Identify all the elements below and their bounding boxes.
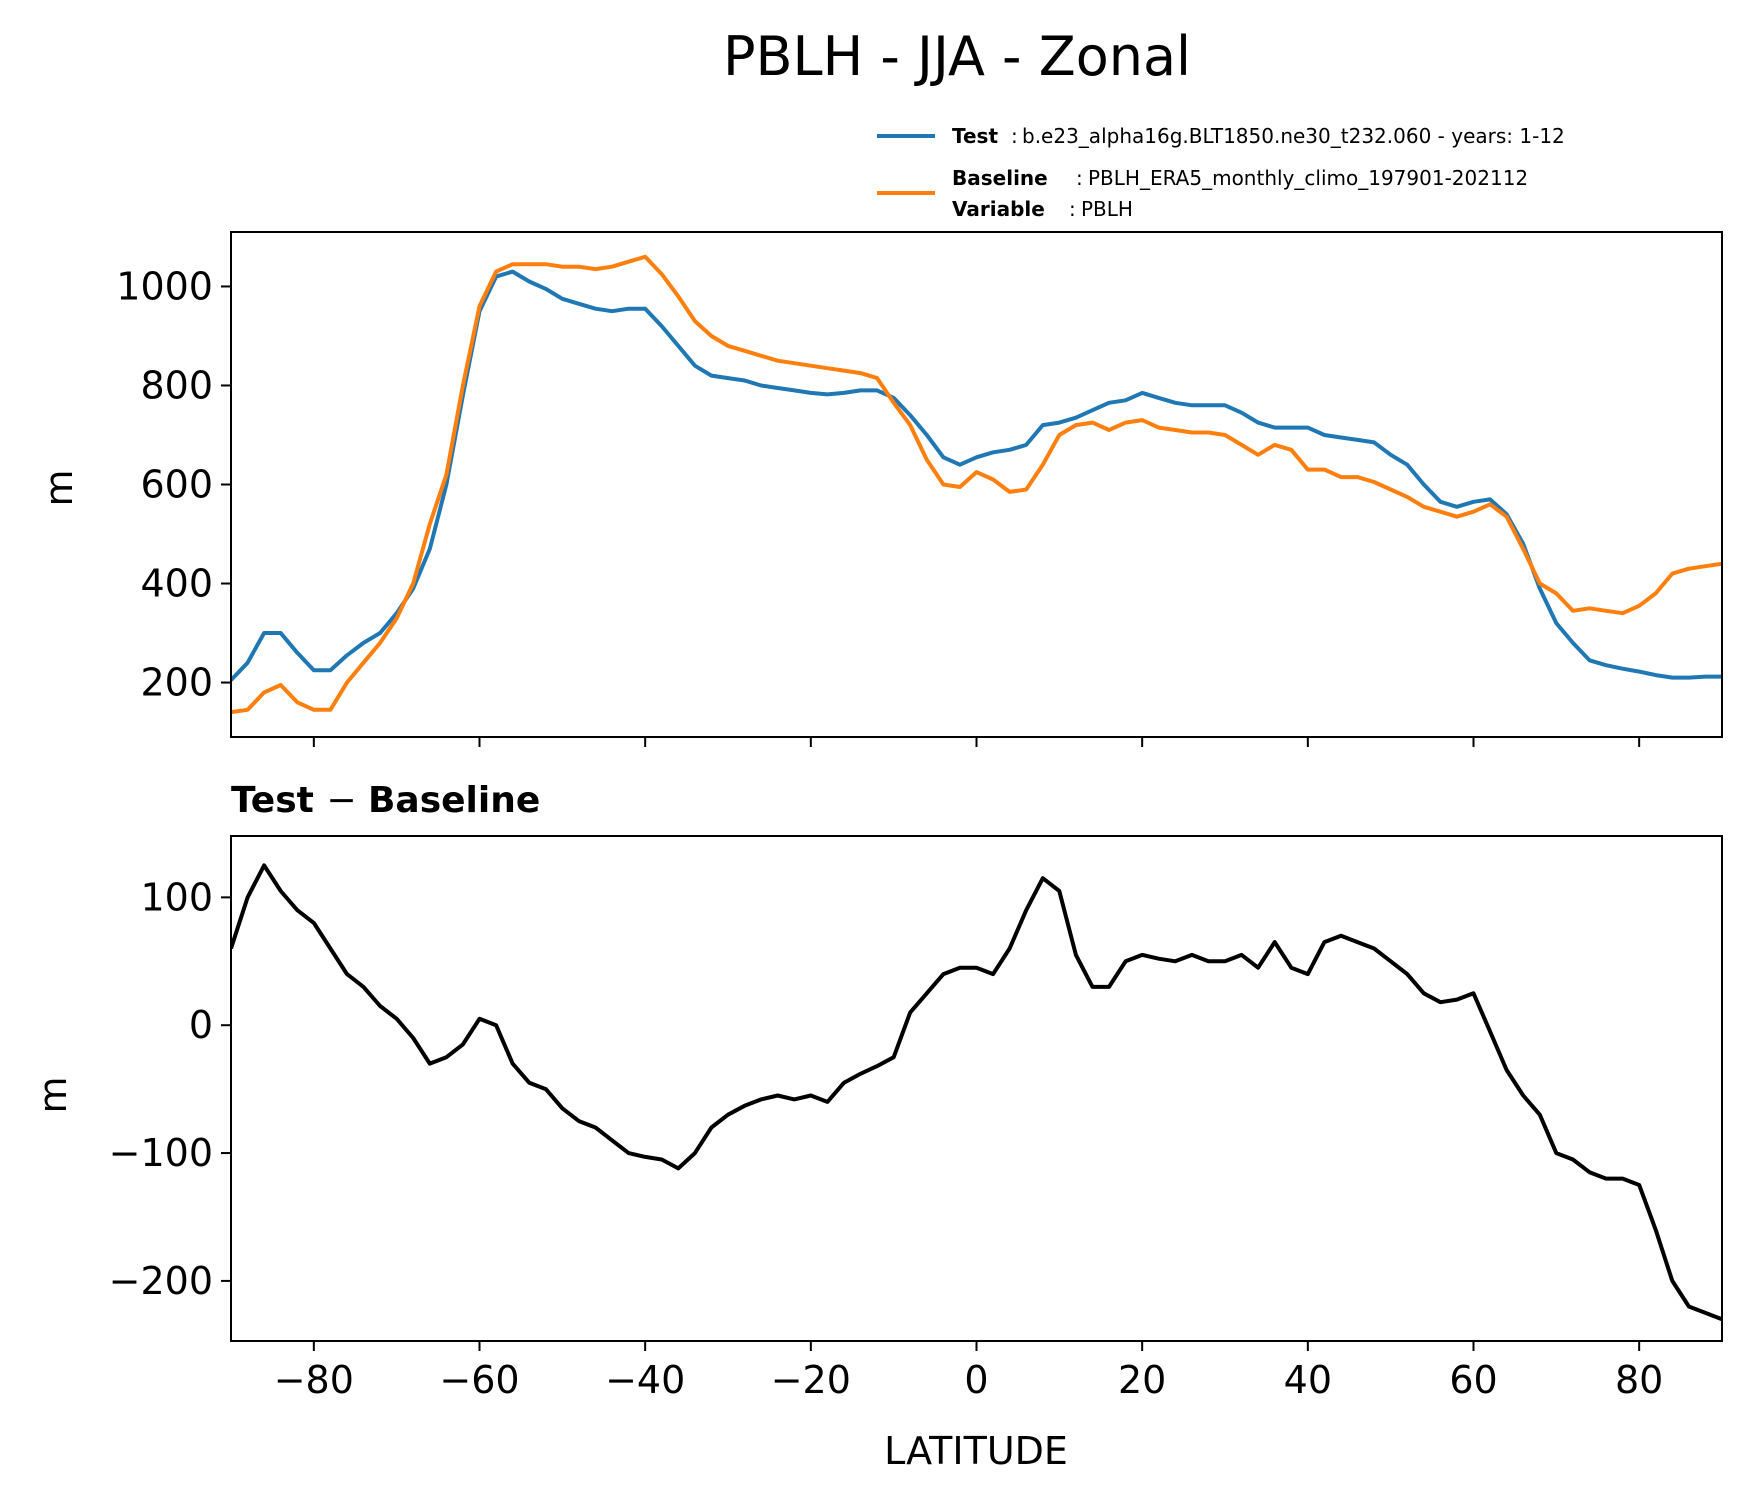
bottom-xtick-label: −40 xyxy=(605,1358,685,1402)
subtitle-baseline: Baseline xyxy=(368,780,540,821)
top-series-group xyxy=(231,254,1722,715)
legend-test-sep: : xyxy=(1011,124,1018,148)
bottom-xtick-label: 80 xyxy=(1615,1358,1663,1402)
bottom-plot-frame xyxy=(230,835,1723,1342)
top-ytick-label: 400 xyxy=(140,562,213,606)
legend-baseline-label: Baseline xyxy=(952,166,1048,190)
bottom-subtitle: Test − Baseline xyxy=(231,780,540,821)
top-ylabel: m xyxy=(37,469,81,506)
bottom-series-line-0 xyxy=(231,863,1722,1322)
legend-baseline-sep: : xyxy=(1076,166,1083,190)
legend-variable-sep: : xyxy=(1069,197,1076,221)
bottom-ytick-label: −100 xyxy=(109,1131,213,1175)
chart-title: PBLH - JJA - Zonal xyxy=(723,25,1191,88)
legend-test-label: Test xyxy=(952,124,998,148)
bottom-ytick-label: −200 xyxy=(109,1259,213,1303)
top-ytick-label: 800 xyxy=(140,363,213,407)
subtitle-test: Test xyxy=(231,780,314,821)
bottom-xtick-label: −20 xyxy=(771,1358,851,1402)
top-ytick-label: 1000 xyxy=(116,264,213,308)
top-panel: 200 400 600 800 1000 m xyxy=(37,231,1723,747)
legend-baseline-text: PBLH_ERA5_monthly_climo_197901-202112 xyxy=(1088,166,1528,190)
top-ytick-label: 600 xyxy=(140,463,213,507)
top-series-line-test xyxy=(231,269,1722,682)
bottom-xtick-label: 0 xyxy=(964,1358,988,1402)
bottom-ytick-label: 100 xyxy=(140,875,213,919)
top-plot-frame xyxy=(230,231,1723,738)
bottom-series-group xyxy=(231,863,1722,1322)
bottom-xtick-label: 40 xyxy=(1284,1358,1332,1402)
subtitle-minus: − xyxy=(326,780,368,821)
bottom-xtick-label: 20 xyxy=(1118,1358,1166,1402)
legend: Test : b.e23_alpha16g.BLT1850.ne30_t232.… xyxy=(877,124,1565,221)
bottom-xtick-label: −80 xyxy=(274,1358,354,1402)
legend-test-text: b.e23_alpha16g.BLT1850.ne30_t232.060 - y… xyxy=(1022,124,1565,148)
legend-variable-label: Variable xyxy=(952,197,1045,221)
bottom-ytick-label: 0 xyxy=(189,1003,213,1047)
legend-variable-text: PBLH xyxy=(1081,197,1133,221)
top-ticks-group: 200 400 600 800 1000 xyxy=(116,264,1641,747)
bottom-xtick-label: 60 xyxy=(1449,1358,1497,1402)
bottom-ylabel: m xyxy=(31,1076,75,1113)
bottom-xlabel: LATITUDE xyxy=(884,1429,1068,1473)
bottom-xtick-label: −60 xyxy=(439,1358,519,1402)
top-ytick-label: 200 xyxy=(140,661,213,705)
top-series-line-baseline xyxy=(231,254,1722,715)
